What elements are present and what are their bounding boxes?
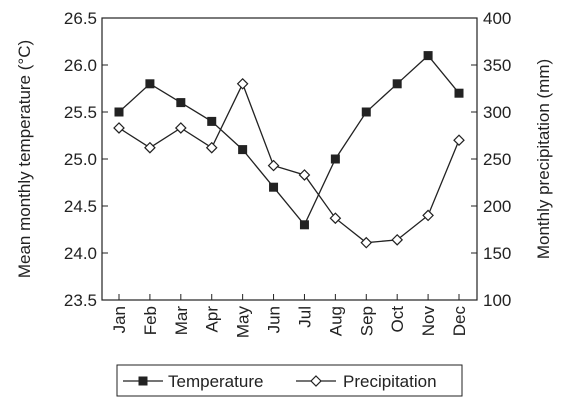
temperature-point <box>269 182 279 192</box>
temperature-point <box>454 88 464 98</box>
temperature-point <box>114 107 124 117</box>
temperature-point <box>238 145 248 155</box>
left-tick-label: 26.0 <box>64 56 97 75</box>
temperature-point <box>207 116 217 126</box>
right-tick-label: 300 <box>483 103 511 122</box>
x-tick-label: Sep <box>357 306 376 336</box>
x-axis: Jan Feb Mar Apr May Jun Jul Aug Sep Oct Nov Dec <box>110 294 469 338</box>
left-tick-label: 25.5 <box>64 103 97 122</box>
x-tick-label: Jan <box>110 306 129 333</box>
left-axis-label: Mean monthly temperature (°C) <box>15 40 34 278</box>
legend: Temperature Precipitation <box>116 364 463 397</box>
precipitation-line <box>118 82 460 244</box>
precipitation-point <box>205 141 218 154</box>
x-tick-label: Apr <box>203 306 222 333</box>
x-tick-label: Jul <box>295 306 314 328</box>
x-tick-label: Jun <box>265 306 284 333</box>
temperature-point <box>361 107 371 117</box>
temperature-line <box>118 54 460 227</box>
right-tick-label: 100 <box>483 291 511 310</box>
precipitation-point <box>174 122 187 134</box>
x-tick-label: Dec <box>450 306 469 337</box>
right-tick-label: 150 <box>483 244 511 263</box>
legend-temperature-label: Temperature <box>168 372 263 391</box>
right-axis: 100 150 200 250 300 350 400 <box>471 9 511 310</box>
precipitation-point <box>267 159 280 172</box>
right-axis-label: Monthly precipitation (mm) <box>534 59 553 259</box>
x-tick-label: Mar <box>172 306 191 336</box>
right-tick-label: 200 <box>483 197 511 216</box>
precipitation-point <box>391 233 404 246</box>
temperature-point <box>176 98 186 108</box>
x-tick-label: May <box>234 306 253 339</box>
left-tick-label: 24.5 <box>64 197 97 216</box>
legend-box <box>116 364 463 397</box>
plot-frame <box>101 17 478 301</box>
legend-temperature-marker <box>138 376 148 386</box>
left-tick-label: 26.5 <box>64 9 97 28</box>
temperature-point <box>145 79 155 89</box>
left-tick-label: 23.5 <box>64 291 97 310</box>
precipitation-point <box>144 141 156 154</box>
x-tick-label: Aug <box>326 306 345 336</box>
x-tick-label: Feb <box>141 306 160 335</box>
series-layer <box>113 51 465 249</box>
precipitation-point <box>236 77 249 90</box>
temperature-point <box>330 154 340 164</box>
legend-precipitation-label: Precipitation <box>343 372 437 391</box>
precipitation-point <box>113 122 125 134</box>
temperature-point <box>392 79 402 89</box>
precipitation-point <box>329 212 342 225</box>
precipitation-point <box>422 209 434 222</box>
right-tick-label: 350 <box>483 56 511 75</box>
x-tick-label: Oct <box>388 306 407 333</box>
precipitation-point <box>298 169 311 181</box>
x-tick-label: Nov <box>419 306 438 337</box>
precipitation-point <box>453 134 465 147</box>
right-tick-label: 400 <box>483 9 511 28</box>
temperature-point <box>299 220 309 230</box>
left-tick-label: 24.0 <box>64 244 97 263</box>
temperature-point <box>423 51 433 61</box>
legend-precipitation-marker <box>310 375 322 387</box>
left-axis: 23.5 24.0 24.5 25.0 25.5 26.0 26.5 <box>64 9 108 310</box>
right-tick-label: 250 <box>483 150 511 169</box>
left-tick-label: 25.0 <box>64 150 97 169</box>
precipitation-point <box>360 236 373 249</box>
